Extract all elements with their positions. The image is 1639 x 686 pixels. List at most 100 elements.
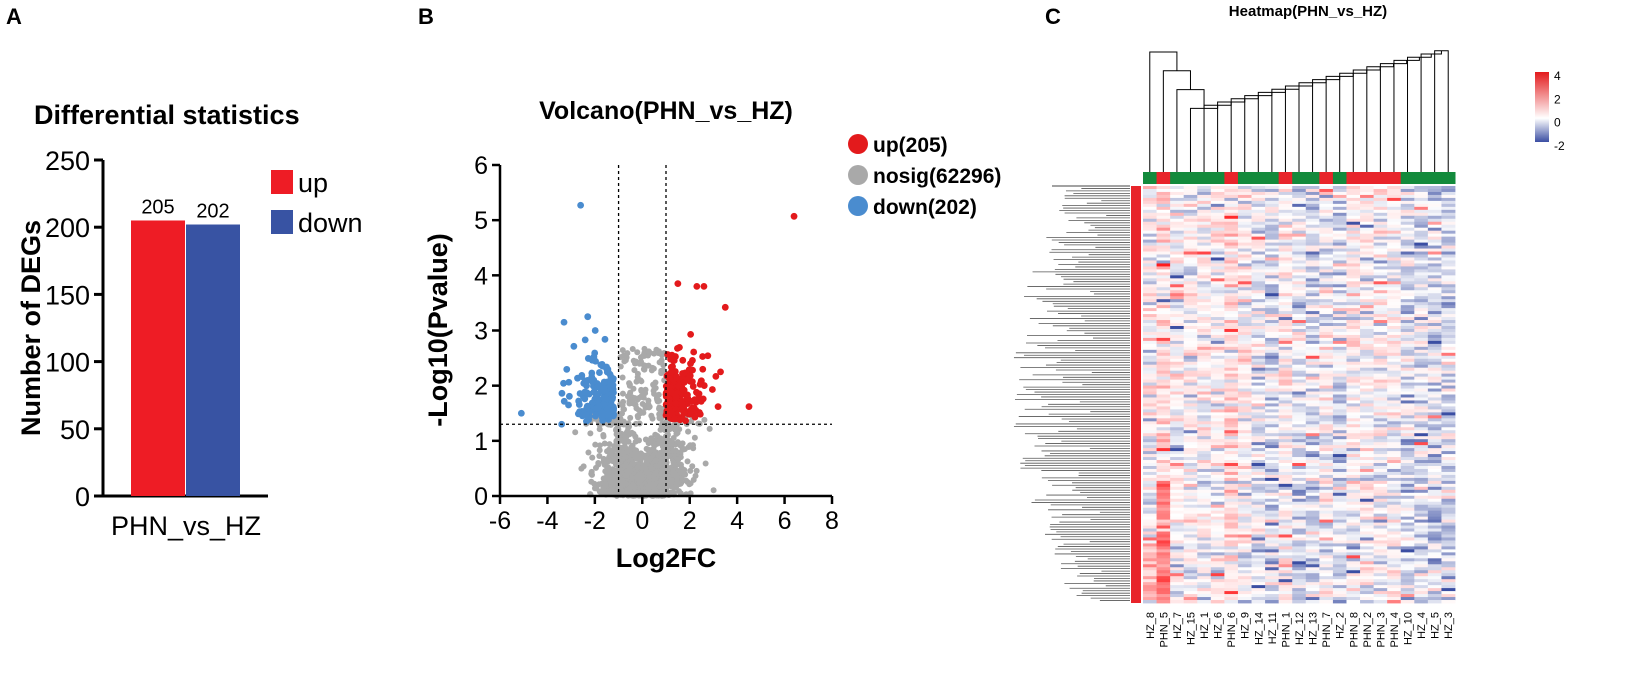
heatmap-cell xyxy=(1373,418,1388,422)
heatmap-cell xyxy=(1414,227,1429,232)
heatmap-cell xyxy=(1156,474,1171,479)
heatmap-cell xyxy=(1278,340,1293,345)
heatmap-cell xyxy=(1373,507,1388,512)
heatmap-cell xyxy=(1170,531,1185,535)
heatmap-cell xyxy=(1210,463,1225,467)
heatmap-cell xyxy=(1278,376,1293,381)
heatmap-cell xyxy=(1143,477,1157,482)
heatmap-cell xyxy=(1278,299,1293,303)
dendrogram-branch xyxy=(1434,50,1449,172)
heatmap-cell xyxy=(1278,224,1293,229)
nosig-point xyxy=(619,374,626,381)
heatmap-cell xyxy=(1278,358,1293,363)
heatmap-cell xyxy=(1251,254,1266,258)
heatmap-cell xyxy=(1373,266,1388,270)
heatmap-cell xyxy=(1278,468,1293,473)
heatmap-cell xyxy=(1265,492,1280,497)
heatmap-cell xyxy=(1387,323,1402,327)
heatmap-cell xyxy=(1265,215,1280,220)
heatmap-cell xyxy=(1427,203,1442,208)
heatmap-cell xyxy=(1170,504,1185,509)
heatmap-cell xyxy=(1427,248,1442,252)
heatmap-cell xyxy=(1441,519,1456,523)
heatmap-cell xyxy=(1197,433,1212,437)
heatmap-cell xyxy=(1292,388,1307,392)
heatmap-cell xyxy=(1170,269,1185,273)
heatmap-cell xyxy=(1251,317,1266,321)
heatmap-cell xyxy=(1237,364,1252,369)
heatmap-cell xyxy=(1373,468,1388,473)
heatmap-cell xyxy=(1305,194,1320,199)
heatmap-cell xyxy=(1197,454,1212,458)
heatmap-cell xyxy=(1292,418,1307,422)
heatmap-cell xyxy=(1197,188,1212,193)
heatmap-cell xyxy=(1143,334,1157,339)
heatmap-cell xyxy=(1224,212,1239,217)
heatmap-cell xyxy=(1414,418,1429,422)
heatmap-cell xyxy=(1224,394,1239,398)
heatmap-cell xyxy=(1183,206,1198,211)
heatmap-cell xyxy=(1224,188,1239,193)
heatmap-cell xyxy=(1400,263,1415,267)
heatmap-cell xyxy=(1251,269,1266,273)
nosig-point xyxy=(653,432,660,439)
heatmap-cell xyxy=(1387,495,1402,500)
nosig-point xyxy=(668,439,675,446)
heatmap-cell xyxy=(1414,465,1429,470)
heatmap-cell xyxy=(1156,227,1171,232)
heatmap-cell xyxy=(1400,186,1415,190)
heatmap-cell xyxy=(1143,537,1157,541)
heatmap-cell xyxy=(1197,328,1212,333)
heatmap-cell xyxy=(1292,382,1307,386)
heatmap-cell xyxy=(1251,436,1266,440)
heatmap-cell xyxy=(1387,400,1402,404)
heatmap-cell xyxy=(1170,346,1185,351)
up-point xyxy=(688,378,696,386)
heatmap-cell xyxy=(1346,474,1361,479)
heatmap-cell xyxy=(1441,403,1456,407)
heatmap-cell xyxy=(1156,391,1171,395)
heatmap-cell xyxy=(1360,504,1375,509)
heatmap-cell xyxy=(1156,439,1171,443)
heatmap-cell xyxy=(1143,254,1157,258)
heatmap-cell xyxy=(1197,397,1212,401)
nosig-point xyxy=(639,400,646,407)
heatmap-cell xyxy=(1427,188,1442,193)
heatmap-cell xyxy=(1332,263,1347,267)
heatmap-cell xyxy=(1237,483,1252,488)
heatmap-cell xyxy=(1360,501,1375,506)
heatmap-cell xyxy=(1373,391,1388,395)
heatmap-cell xyxy=(1346,516,1361,520)
heatmap-cell xyxy=(1292,507,1307,512)
heatmap-cell xyxy=(1197,504,1212,509)
heatmap-cell xyxy=(1237,480,1252,485)
legend-label: down(202) xyxy=(873,196,977,219)
heatmap-cell xyxy=(1143,442,1157,446)
heatmap-cell xyxy=(1360,465,1375,470)
heatmap-cell xyxy=(1197,343,1212,348)
heatmap-cell xyxy=(1427,186,1442,190)
heatmap-cell xyxy=(1292,325,1307,330)
heatmap-cell xyxy=(1224,463,1239,467)
heatmap-cell xyxy=(1156,260,1171,264)
y-tick-label: 100 xyxy=(45,348,90,378)
heatmap-cell xyxy=(1265,465,1280,470)
heatmap-cell xyxy=(1265,471,1280,476)
heatmap-cell xyxy=(1346,448,1361,452)
heatmap-cell xyxy=(1156,367,1171,372)
heatmap-cell xyxy=(1360,239,1375,243)
heatmap-cell xyxy=(1278,531,1293,535)
heatmap-cell xyxy=(1400,248,1415,252)
heatmap-cell xyxy=(1414,519,1429,523)
heatmap-cell xyxy=(1156,331,1171,336)
heatmap-cell xyxy=(1441,382,1456,386)
heatmap-cell xyxy=(1292,406,1307,410)
heatmap-cell xyxy=(1292,427,1307,431)
heatmap-cell xyxy=(1373,251,1388,255)
heatmap-cell xyxy=(1170,436,1185,440)
heatmap-cell xyxy=(1292,376,1307,381)
heatmap-cell xyxy=(1387,242,1402,246)
heatmap-cell xyxy=(1170,537,1185,541)
heatmap-cell xyxy=(1346,260,1361,264)
heatmap-cell xyxy=(1441,376,1456,381)
